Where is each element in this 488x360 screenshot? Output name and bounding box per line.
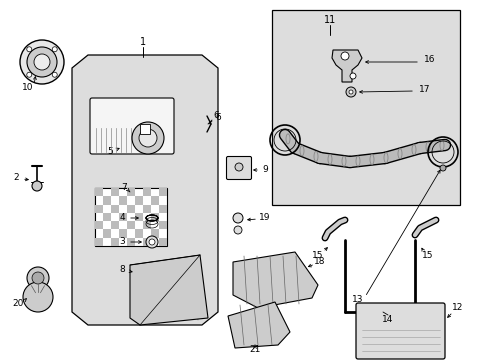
Circle shape <box>139 129 157 147</box>
FancyBboxPatch shape <box>226 157 251 180</box>
Bar <box>159 238 167 246</box>
Circle shape <box>439 165 445 171</box>
Circle shape <box>149 239 155 245</box>
Bar <box>135 213 142 221</box>
Text: 12: 12 <box>451 303 463 312</box>
Circle shape <box>346 87 355 97</box>
Circle shape <box>27 72 32 77</box>
Text: 9: 9 <box>262 166 267 175</box>
Circle shape <box>234 226 242 234</box>
Polygon shape <box>130 255 207 325</box>
Text: 15: 15 <box>421 251 433 260</box>
Bar <box>142 188 151 196</box>
Polygon shape <box>331 50 361 82</box>
Bar <box>111 204 119 213</box>
Bar <box>103 213 111 221</box>
Bar <box>151 229 159 238</box>
Text: 8: 8 <box>119 265 124 274</box>
Text: 1: 1 <box>140 37 146 47</box>
Bar <box>127 188 135 196</box>
Bar <box>142 238 151 246</box>
Bar <box>111 221 119 229</box>
Circle shape <box>20 40 64 84</box>
Circle shape <box>232 213 243 223</box>
Bar <box>103 229 111 238</box>
Text: 6: 6 <box>213 112 219 121</box>
Polygon shape <box>227 302 289 348</box>
FancyBboxPatch shape <box>90 98 174 154</box>
Text: 20: 20 <box>12 298 23 307</box>
Bar <box>103 196 111 204</box>
Bar <box>127 221 135 229</box>
Bar <box>111 188 119 196</box>
Circle shape <box>32 272 44 284</box>
Bar <box>111 238 119 246</box>
Polygon shape <box>232 252 317 308</box>
Bar <box>151 196 159 204</box>
Bar <box>95 221 103 229</box>
Circle shape <box>132 122 163 154</box>
Bar <box>135 196 142 204</box>
Polygon shape <box>72 55 218 325</box>
Text: 13: 13 <box>351 296 363 305</box>
Bar <box>119 213 127 221</box>
Bar <box>95 188 167 246</box>
Bar <box>119 229 127 238</box>
Bar <box>135 229 142 238</box>
Bar <box>119 196 127 204</box>
Circle shape <box>27 47 32 52</box>
Text: 15: 15 <box>312 251 323 260</box>
Circle shape <box>27 47 57 77</box>
Circle shape <box>27 267 49 289</box>
Circle shape <box>52 47 57 52</box>
Circle shape <box>52 72 57 77</box>
Text: 7: 7 <box>121 184 126 193</box>
Text: 6: 6 <box>215 113 221 122</box>
Text: 18: 18 <box>314 257 325 266</box>
Bar <box>142 221 151 229</box>
Text: 10: 10 <box>22 84 34 93</box>
Circle shape <box>349 73 355 79</box>
Text: 16: 16 <box>424 55 435 64</box>
Circle shape <box>32 181 42 191</box>
Text: 5: 5 <box>107 148 113 157</box>
Bar <box>127 238 135 246</box>
Bar <box>159 221 167 229</box>
Circle shape <box>348 90 352 94</box>
Circle shape <box>34 54 50 70</box>
Bar <box>95 188 103 196</box>
Text: 2: 2 <box>13 174 19 183</box>
Text: 4: 4 <box>119 213 124 222</box>
Bar <box>151 213 159 221</box>
Text: 14: 14 <box>382 315 393 324</box>
Circle shape <box>235 163 243 171</box>
Bar <box>159 204 167 213</box>
Bar <box>127 204 135 213</box>
Text: 19: 19 <box>259 213 270 222</box>
Bar <box>142 204 151 213</box>
Circle shape <box>340 52 348 60</box>
Text: 3: 3 <box>119 238 124 247</box>
FancyBboxPatch shape <box>140 124 150 134</box>
Bar <box>271 10 459 205</box>
Text: 11: 11 <box>323 15 335 25</box>
Bar <box>95 204 103 213</box>
Circle shape <box>146 236 158 248</box>
Circle shape <box>23 282 53 312</box>
Text: 21: 21 <box>249 346 260 355</box>
FancyBboxPatch shape <box>355 303 444 359</box>
Bar <box>159 188 167 196</box>
Text: 17: 17 <box>418 85 430 94</box>
Bar <box>95 238 103 246</box>
